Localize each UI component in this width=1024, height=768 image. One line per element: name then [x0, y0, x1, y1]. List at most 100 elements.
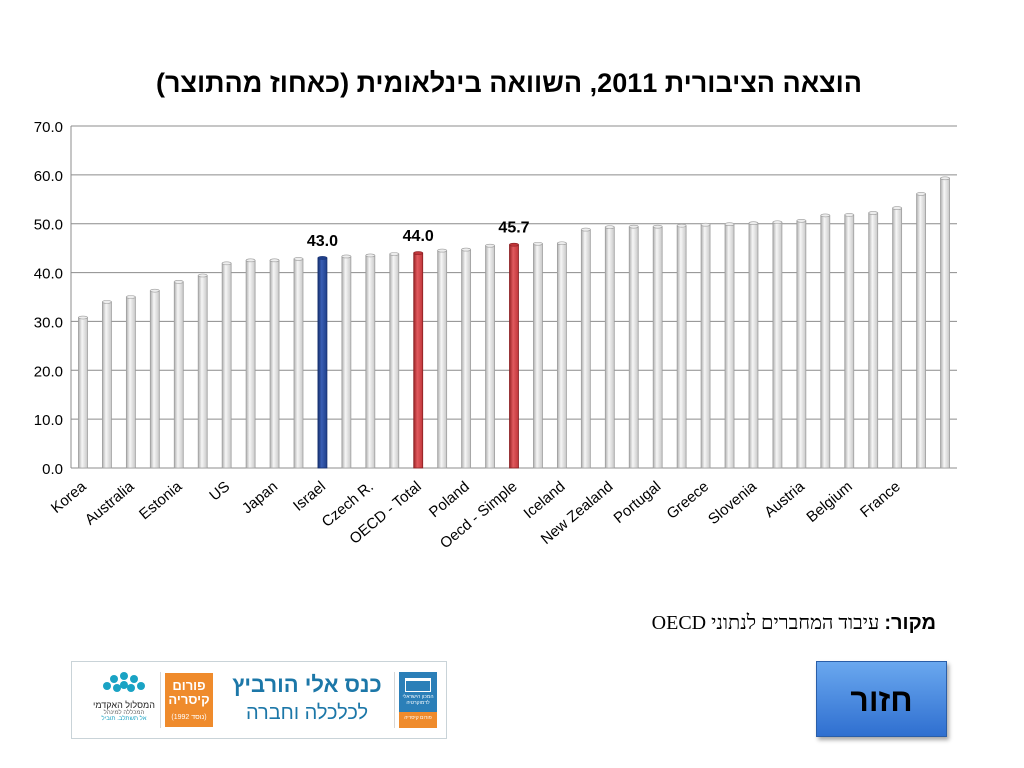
- bar-top: [676, 223, 687, 228]
- bar: [868, 212, 879, 469]
- bar: [149, 290, 160, 469]
- x-tick-label: Belgium: [803, 478, 855, 526]
- bar-top: [772, 220, 783, 225]
- data-label: 45.7: [498, 220, 529, 237]
- dots-logo-icon: [80, 670, 168, 696]
- bar-top: [628, 224, 639, 229]
- bar-top: [221, 261, 232, 266]
- bar-top: [365, 253, 376, 258]
- academic-sub: המכללה למינהל: [103, 710, 145, 716]
- bar-top: [604, 225, 615, 229]
- bar: [461, 249, 472, 469]
- bar-top: [485, 243, 495, 248]
- bar: [604, 226, 615, 469]
- bar-top: [557, 241, 567, 246]
- caesarea-forum-logo: פורום קיסריה (נוסד 1992): [165, 673, 213, 727]
- y-tick-label: 30.0: [34, 314, 63, 331]
- x-tick-label: Slovenia: [705, 478, 761, 528]
- bar: [365, 255, 376, 469]
- bar: [844, 214, 855, 469]
- sponsor-logos-banner: המסלול האקדמי המכללה למינהל אל תשתלב. תו…: [71, 661, 447, 739]
- bar: [892, 207, 903, 469]
- bar: [293, 258, 304, 469]
- bar: [700, 224, 711, 469]
- bar: [485, 245, 495, 469]
- bar-top: [892, 206, 902, 210]
- bar: [796, 220, 807, 469]
- bar-top: [389, 252, 400, 256]
- chart-title: הוצאה הציבורית 2011, השוואה בינלאומית (כ…: [155, 68, 863, 98]
- bar-top: [509, 242, 519, 247]
- bar: [221, 262, 232, 469]
- caesarea-year: (נוסד 1992): [171, 714, 207, 721]
- source-label: מקור:: [884, 612, 936, 634]
- bar: [652, 226, 663, 469]
- bar-top: [437, 248, 447, 253]
- bar-top: [197, 273, 208, 278]
- idi-name: המכון הישראלי לדמוקרטיה: [402, 694, 434, 706]
- bar-top: [940, 176, 950, 181]
- bar: [437, 250, 448, 469]
- y-tick-label: 10.0: [34, 412, 63, 429]
- bar: [269, 259, 280, 469]
- bar: [628, 226, 639, 469]
- x-tick-label: France: [857, 478, 904, 521]
- academic-slogan: אל תשתלב. תוביל: [101, 716, 147, 722]
- x-tick-label: Australia: [82, 478, 138, 529]
- x-tick-label: Estonia: [136, 478, 186, 524]
- bar: [341, 256, 352, 469]
- bar-top: [820, 213, 831, 218]
- source-text: עיבוד המחברים לנתוני OECD: [651, 612, 880, 634]
- bar-top: [868, 211, 878, 215]
- bar: [580, 229, 591, 469]
- y-tick-label: 60.0: [34, 168, 63, 185]
- bar: [78, 317, 88, 469]
- y-tick-label: 50.0: [34, 217, 63, 234]
- conference-name: כנס אלי הורביץ: [232, 672, 382, 697]
- data-label: 44.0: [403, 228, 434, 245]
- bar: [916, 193, 926, 469]
- x-tick-label: Portugal: [611, 478, 665, 527]
- bar-top: [341, 254, 352, 259]
- academic-track-logo: המסלול האקדמי המכללה למינהל אל תשתלב. תו…: [80, 670, 168, 730]
- x-tick-label: US: [206, 478, 233, 504]
- x-tick-label: Israel: [290, 478, 329, 515]
- bar-top: [102, 300, 112, 304]
- bar: [413, 252, 424, 469]
- back-button[interactable]: חזור: [816, 661, 947, 737]
- bar-top: [413, 251, 424, 255]
- bar: [125, 296, 136, 469]
- bar: [533, 243, 543, 469]
- bar: [389, 253, 400, 469]
- bar: [197, 275, 208, 469]
- building-icon: [405, 678, 431, 692]
- bar-top: [700, 222, 711, 227]
- bar-top: [150, 288, 160, 293]
- caesarea-line2: קיסריה: [168, 692, 210, 707]
- x-tick-label: Japan: [239, 478, 281, 517]
- bar-top: [652, 224, 663, 229]
- bar-top: [173, 280, 184, 284]
- divider: [394, 672, 395, 728]
- bar-chart: 0.010.020.030.040.050.060.070.0KoreaAust…: [34, 119, 957, 552]
- bar-top: [796, 218, 807, 223]
- bar-top: [844, 213, 855, 217]
- bar-top: [317, 256, 328, 260]
- bar-top: [78, 315, 88, 320]
- bar: [509, 244, 519, 469]
- source-note: מקור: עיבוד המחברים לנתוני OECD: [652, 612, 936, 635]
- bar-top: [126, 295, 136, 299]
- bar-top: [724, 222, 735, 227]
- bar: [676, 225, 687, 469]
- idi-forum: פורום קיסריה: [399, 712, 437, 728]
- bar: [317, 257, 328, 469]
- x-tick-label: Korea: [48, 478, 90, 517]
- data-label: 43.0: [307, 233, 338, 250]
- idi-logo: המכון הישראלי לדמוקרטיה פורום קיסריה: [399, 672, 437, 728]
- bar: [940, 177, 950, 469]
- bar: [748, 222, 759, 469]
- bar: [820, 215, 831, 469]
- bar: [173, 281, 184, 469]
- y-tick-label: 0.0: [42, 461, 63, 478]
- bar-top: [293, 257, 304, 261]
